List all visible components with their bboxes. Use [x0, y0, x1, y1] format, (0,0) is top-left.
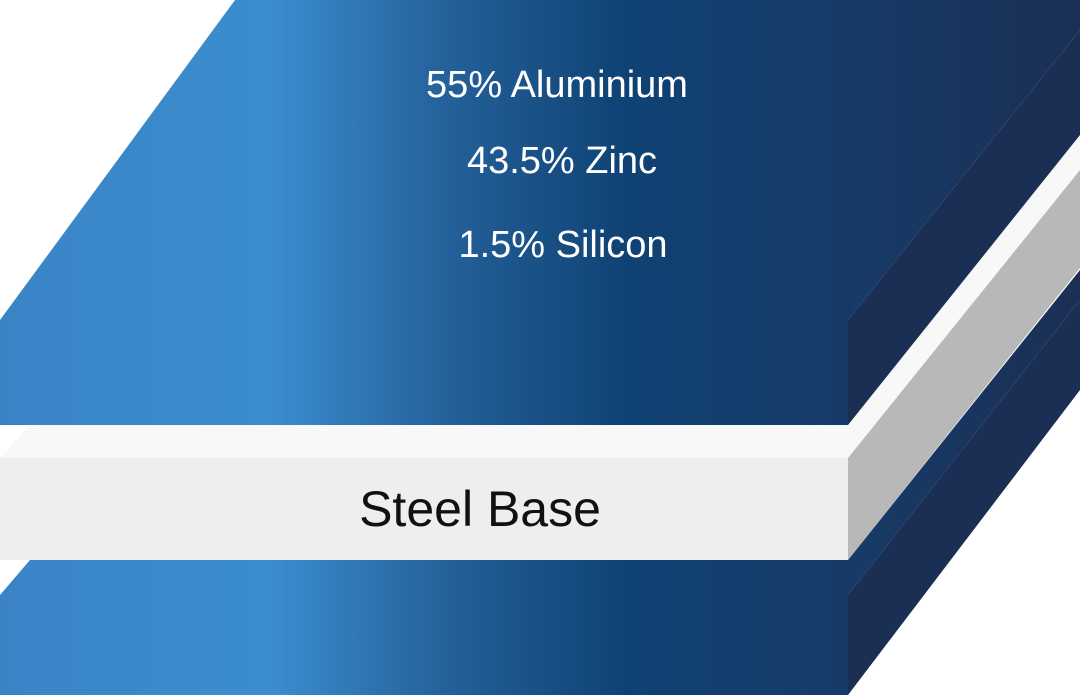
- bottom-coating-side-face: [848, 300, 1080, 695]
- top-coating-top-face: [0, 0, 1080, 320]
- steel-top-face: [0, 135, 1080, 458]
- component-aluminium: 55% Aluminium: [426, 64, 688, 106]
- component-zinc: 43.5% Zinc: [466, 140, 658, 182]
- steel-base-label: Steel Base: [359, 481, 601, 537]
- bottom-coating-front-face: [0, 595, 848, 695]
- steel-front-face: [0, 458, 848, 560]
- bottom-coating-top-face: [0, 270, 1080, 595]
- steel-side-face: [848, 170, 1080, 560]
- component-silicon: 1.5% Silicon: [458, 224, 668, 266]
- top-coating-front-face: [0, 320, 848, 425]
- top-coating-side-face: [848, 30, 1080, 425]
